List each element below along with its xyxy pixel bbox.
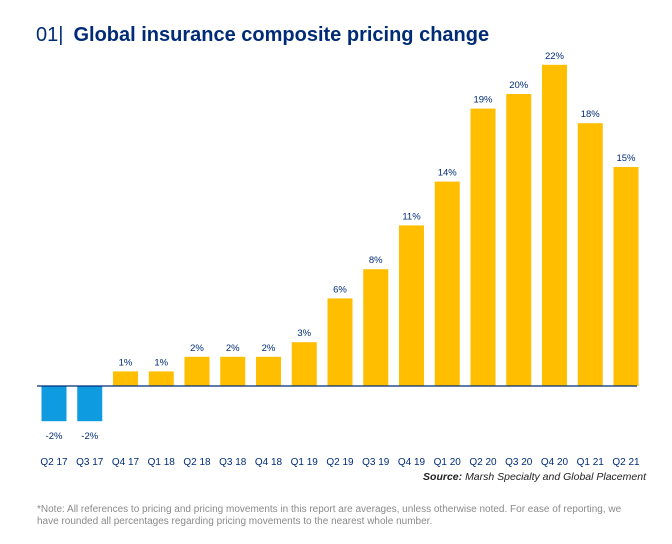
title-text: Global insurance composite pricing chang… xyxy=(73,24,490,46)
data-label: 18% xyxy=(581,109,601,120)
figure-number: 01| xyxy=(36,24,64,46)
x-tick-label: Q3 17 xyxy=(76,457,104,468)
source-text: Marsh Specialty and Global Placement xyxy=(465,471,646,483)
x-tick-label: Q2 19 xyxy=(326,457,354,468)
x-tick-label: Q4 18 xyxy=(255,457,283,468)
bar-q1-18 xyxy=(148,371,174,386)
bar-q3-19 xyxy=(363,269,389,386)
footnote: *Note: All references to pricing and pri… xyxy=(37,504,622,527)
bar-q4-19 xyxy=(399,225,424,386)
bar-q2-17 xyxy=(41,386,67,422)
chart-title: 01| Global insurance composite pricing ch… xyxy=(36,24,489,47)
data-label: 1% xyxy=(154,357,168,368)
bar-q1-21 xyxy=(577,123,603,386)
x-tick-label: Q3 19 xyxy=(362,457,390,468)
bar-q3-17 xyxy=(77,386,103,422)
x-tick-label: Q3 20 xyxy=(505,457,533,468)
source-note: Source: Marsh Specialty and Global Place… xyxy=(423,471,646,483)
data-label: 8% xyxy=(369,255,383,266)
x-tick-label: Q1 18 xyxy=(148,457,176,468)
data-label: 1% xyxy=(119,357,133,368)
bar-q3-20 xyxy=(506,94,532,386)
data-label: 2% xyxy=(190,343,204,354)
x-tick-label: Q2 18 xyxy=(183,457,211,468)
x-tick-label: Q2 21 xyxy=(612,457,640,468)
x-tick-label: Q3 18 xyxy=(219,457,247,468)
bar-q3-18 xyxy=(220,356,246,386)
data-label: 11% xyxy=(402,211,421,222)
x-tick-label: Q4 20 xyxy=(541,457,569,468)
x-tick-label: Q1 19 xyxy=(291,457,319,468)
bar-q4-20 xyxy=(542,64,567,387)
data-label: 15% xyxy=(616,153,636,164)
bar-q2-19 xyxy=(327,298,353,386)
data-label: -2% xyxy=(46,431,63,442)
bar-q2-18 xyxy=(184,356,210,386)
data-label: 20% xyxy=(509,80,529,91)
data-label: -2% xyxy=(81,431,98,442)
data-label: 22% xyxy=(545,51,565,62)
bar-q1-19 xyxy=(291,342,317,386)
x-tick-label: Q2 20 xyxy=(469,457,497,468)
x-tick-label: Q2 17 xyxy=(40,457,68,468)
data-label: 2% xyxy=(226,343,240,354)
data-label: 3% xyxy=(297,328,311,339)
x-tick-label: Q4 19 xyxy=(398,457,426,468)
source-label: Source: xyxy=(423,471,463,483)
data-label: 14% xyxy=(438,168,458,179)
x-tick-label: Q4 17 xyxy=(112,457,140,468)
x-tick-label: Q1 21 xyxy=(577,457,605,468)
bar-q2-20 xyxy=(470,108,496,386)
data-label: 2% xyxy=(262,343,276,354)
bar-chart: -2% Q2 17 -2% Q3 17 1% Q4 17 1% Q1 18 2% Q2 18 2% Q… xyxy=(37,51,640,468)
x-tick-label: Q1 20 xyxy=(434,457,462,468)
data-label: 19% xyxy=(473,95,493,106)
bar-q1-20 xyxy=(434,181,460,386)
bar-q4-17 xyxy=(113,371,138,386)
bar-q4-18 xyxy=(256,356,281,386)
bar-q2-21 xyxy=(613,167,639,386)
data-label: 6% xyxy=(333,284,347,295)
